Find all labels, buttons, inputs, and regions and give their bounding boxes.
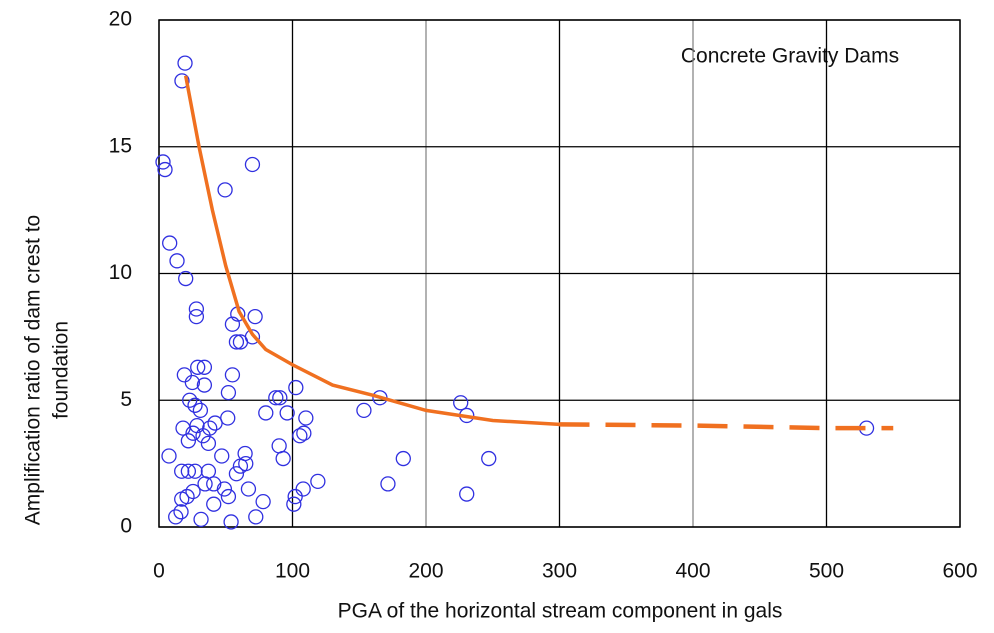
scatter-point [188, 301, 205, 317]
scatter-point [157, 161, 173, 178]
x-tick-label: 300 [542, 560, 577, 583]
scatter-point [174, 73, 190, 89]
scatter-point [176, 367, 193, 383]
scatter-point [255, 493, 271, 510]
scatter-point [453, 395, 469, 411]
scatter-point [244, 156, 261, 173]
scatter-point [162, 235, 178, 251]
scatter-point [180, 433, 197, 449]
scatter-point [481, 450, 497, 467]
x-tick-label: 500 [809, 560, 844, 583]
scatter-point [228, 466, 245, 482]
scatter-point [197, 476, 213, 492]
y-tick-label: 0 [120, 515, 132, 538]
scatter-point [292, 428, 308, 444]
scatter-point [155, 154, 171, 170]
x-tick-label: 0 [153, 560, 165, 583]
scatter-point [182, 392, 198, 408]
scatter-point [175, 420, 191, 436]
scatter-point [173, 504, 189, 520]
scatter-point [271, 438, 287, 454]
scatter-point [238, 455, 254, 472]
scatter-point [192, 402, 209, 419]
scatter-point [169, 253, 185, 269]
scatter-point [185, 483, 201, 500]
scatter-point [206, 496, 222, 512]
chart-title: Concrete Gravity Dams [681, 45, 899, 68]
scatter-point [275, 450, 291, 467]
scatter-point [200, 435, 217, 451]
scatter-point [177, 55, 193, 71]
scatter-point [224, 367, 241, 383]
scatter-point [296, 425, 312, 441]
scatter-point [185, 425, 201, 441]
y-tick-label: 15 [109, 134, 132, 157]
scatter-point [279, 405, 295, 421]
x-tick-label: 200 [408, 560, 443, 583]
x-tick-label: 400 [675, 560, 710, 583]
scatter-point [161, 448, 177, 464]
scatter-point [240, 481, 257, 497]
scatter-point [216, 481, 233, 497]
scatter-point [200, 463, 217, 479]
trend-line [183, 75, 560, 427]
scatter-point [206, 476, 222, 492]
scatter-point [195, 428, 211, 444]
y-tick-label: 20 [109, 8, 132, 31]
scatter-point [380, 476, 396, 492]
scatter-point [295, 481, 311, 497]
scatter-point [217, 182, 233, 198]
scatter-point [224, 316, 241, 332]
scatter-point [298, 410, 314, 426]
scatter-point [196, 377, 213, 393]
scatter-point [268, 390, 284, 406]
scatter-point [220, 488, 237, 505]
scatter-point [286, 496, 302, 512]
scatter-point [223, 514, 239, 530]
scatter-point [179, 488, 195, 505]
scatter-point [168, 509, 184, 525]
x-tick-label: 600 [942, 560, 977, 583]
scatter-point [196, 359, 213, 375]
plot-frame [158, 19, 961, 528]
scatter-point [190, 359, 206, 375]
scatter-point [287, 488, 303, 505]
scatter-point [189, 417, 205, 434]
x-tick-label: 100 [275, 560, 310, 583]
scatter-point [187, 397, 203, 413]
scatter-point [356, 402, 372, 419]
scatter-point [228, 334, 245, 350]
y-axis-label: Amplification ratio of dam crest to [22, 215, 45, 525]
scatter-point [459, 486, 475, 502]
scatter-point [272, 390, 288, 406]
scatter-point [180, 463, 197, 479]
y-axis-label: foundation [50, 321, 73, 419]
scatter-point [193, 511, 209, 528]
scatter-point [207, 415, 223, 431]
scatter-point [214, 448, 230, 464]
scatter-point [232, 334, 249, 350]
scatter-point [174, 463, 190, 479]
scatter-point [188, 308, 205, 325]
scatter-point [258, 405, 274, 421]
scatter-point [288, 379, 304, 396]
scatter-point [247, 308, 263, 325]
y-tick-label: 10 [109, 261, 132, 284]
scatter-point [184, 374, 201, 391]
y-tick-label: 5 [120, 388, 132, 411]
scatter-point [220, 410, 236, 426]
scatter-point [220, 384, 237, 401]
x-axis-label: PGA of the horizontal stream component i… [338, 600, 783, 623]
trend-line [559, 422, 894, 431]
scatter-point [178, 270, 194, 287]
scatter-point [248, 509, 264, 525]
scatter-point [310, 473, 326, 490]
scatter-point [395, 450, 411, 467]
